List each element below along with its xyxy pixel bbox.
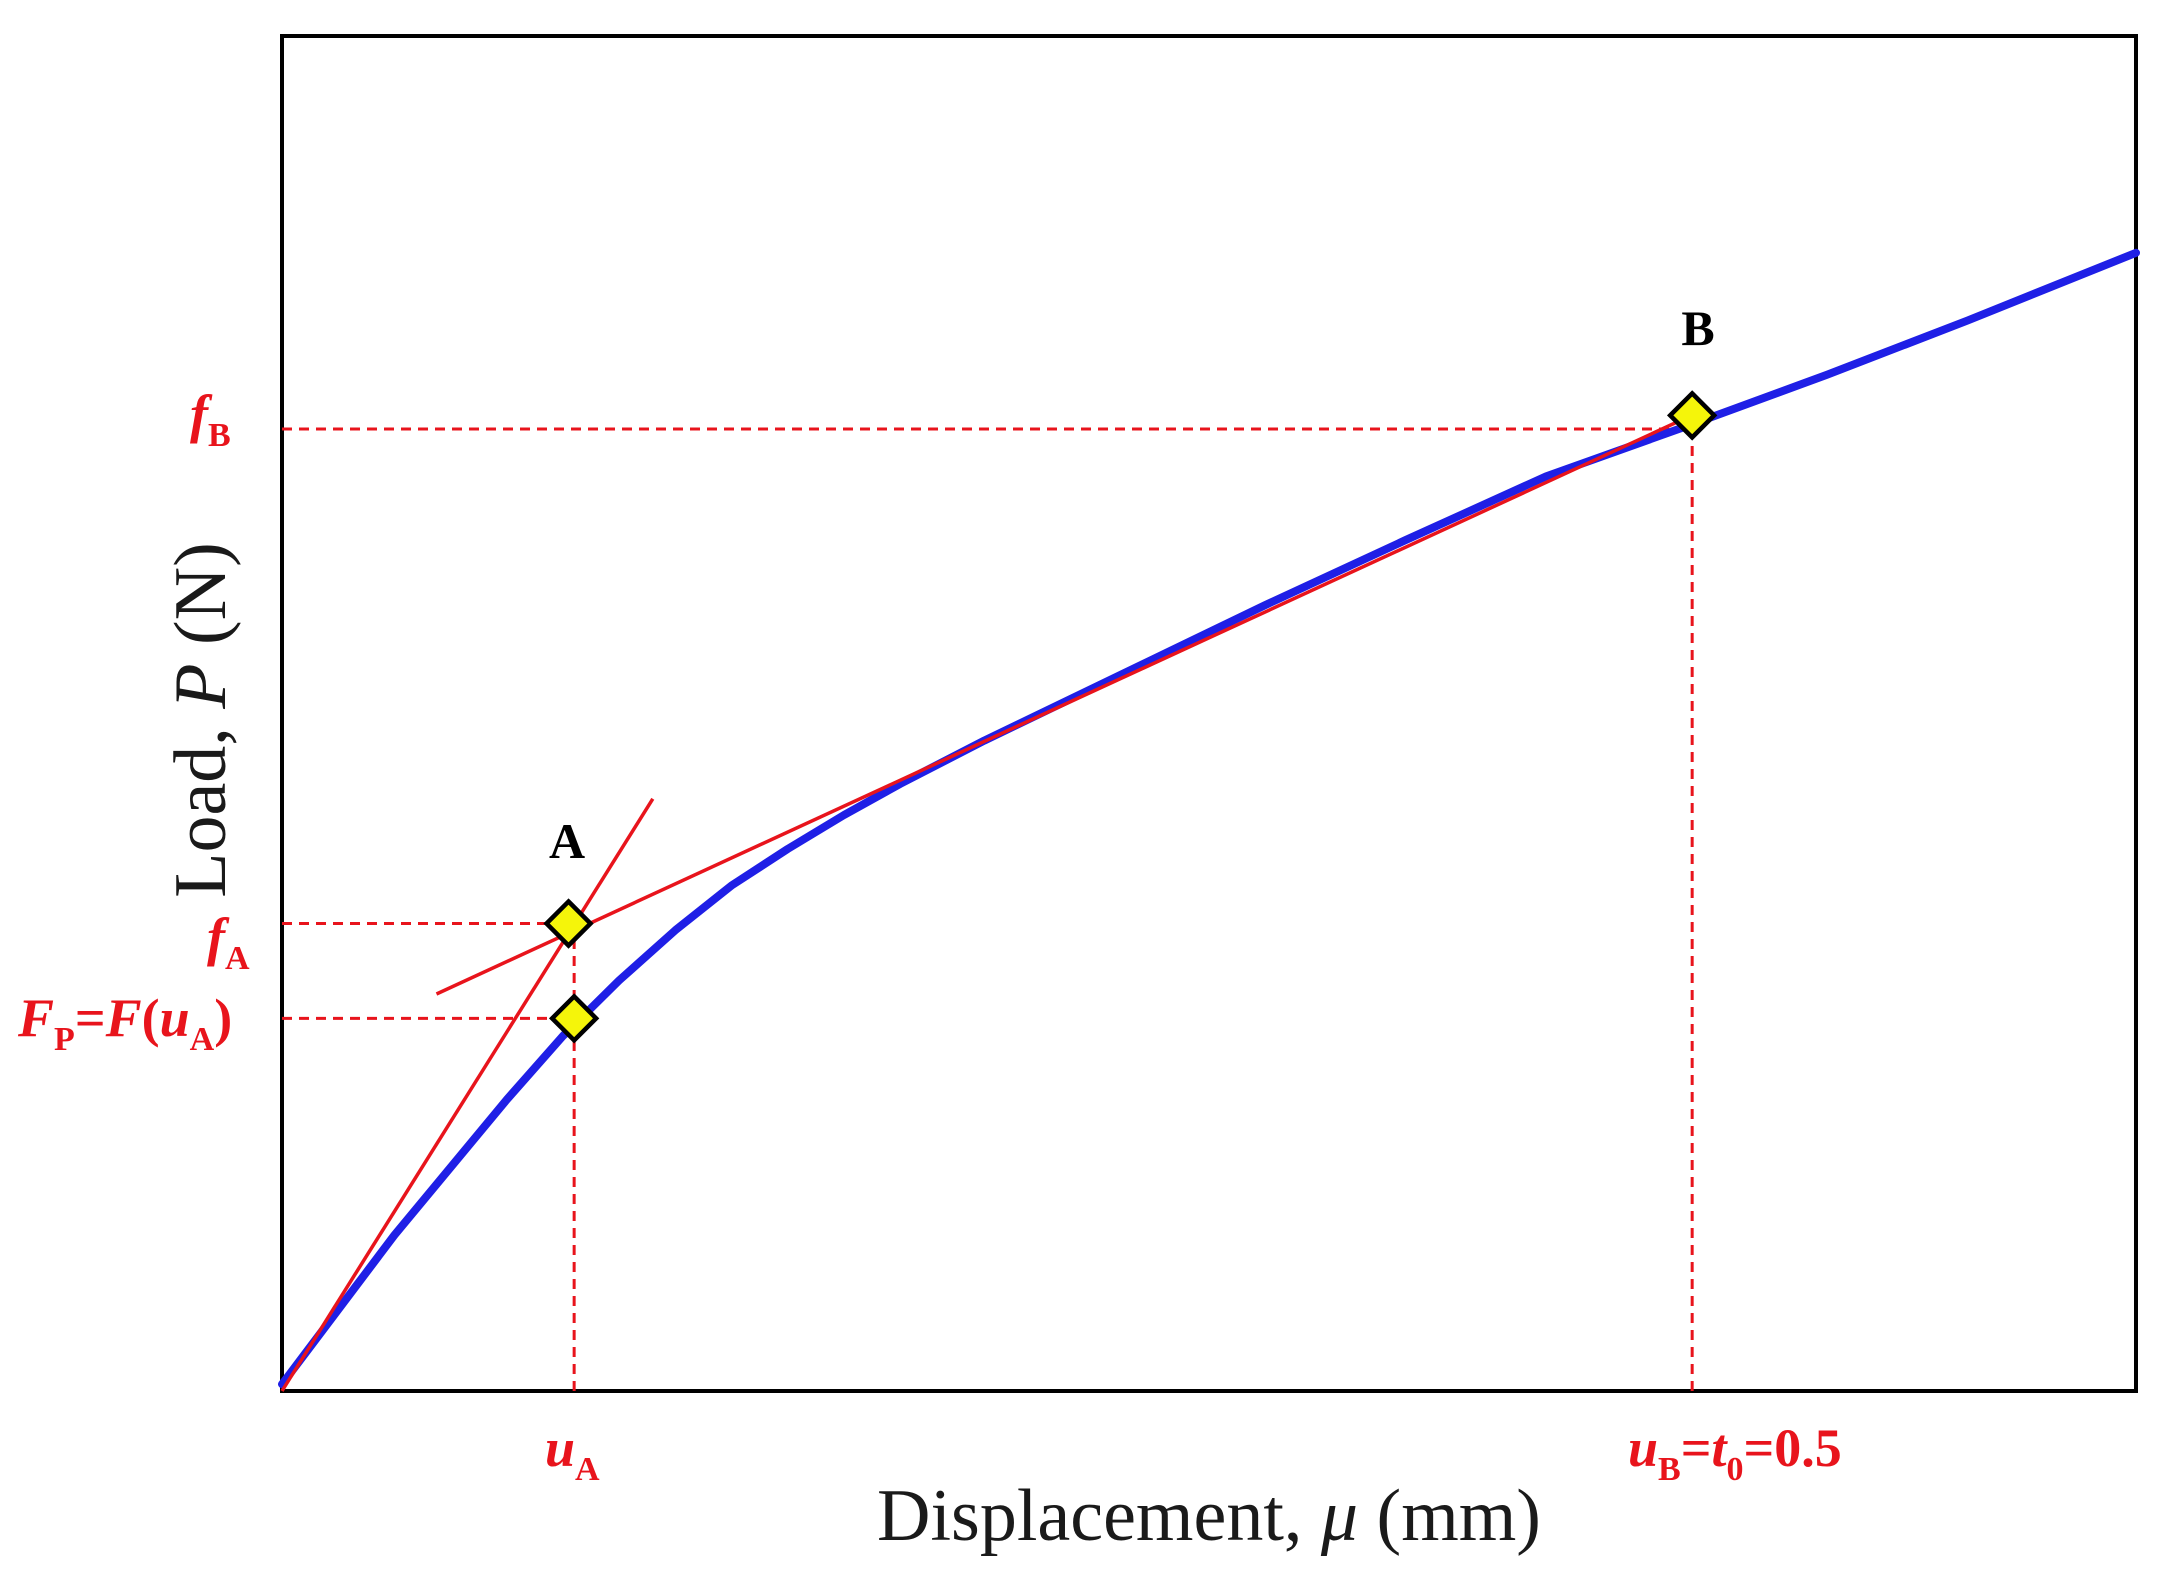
series-line-0 [278, 248, 2140, 1389]
guide-lines [282, 427, 1694, 1391]
y-axis-title: Load, P (N) [160, 542, 242, 897]
point-label-b: B [1681, 300, 1714, 356]
plot-frame [280, 34, 2138, 1393]
point-label-a: A [549, 813, 585, 869]
y-tick-label-fa: fA [207, 907, 250, 977]
x-axis-title: Displacement, μ (mm) [877, 1475, 1541, 1557]
y-tick-label-fp: FP=F(uA) [17, 988, 232, 1058]
marker-0 [543, 898, 594, 949]
markers [543, 390, 1718, 1044]
tangent-lines [280, 407, 1707, 1392]
marker-2 [1666, 390, 1718, 441]
y-tick-label-fb: fB [190, 384, 231, 454]
series-layer [278, 248, 2140, 1389]
marker-1 [548, 993, 600, 1044]
tangent-line-1 [435, 407, 1707, 996]
tangent-line-0 [280, 797, 655, 1392]
x-tick-label-ub: uB=t0=0.5 [1628, 1418, 1842, 1488]
x-tick-label-ua: uA [545, 1418, 600, 1488]
